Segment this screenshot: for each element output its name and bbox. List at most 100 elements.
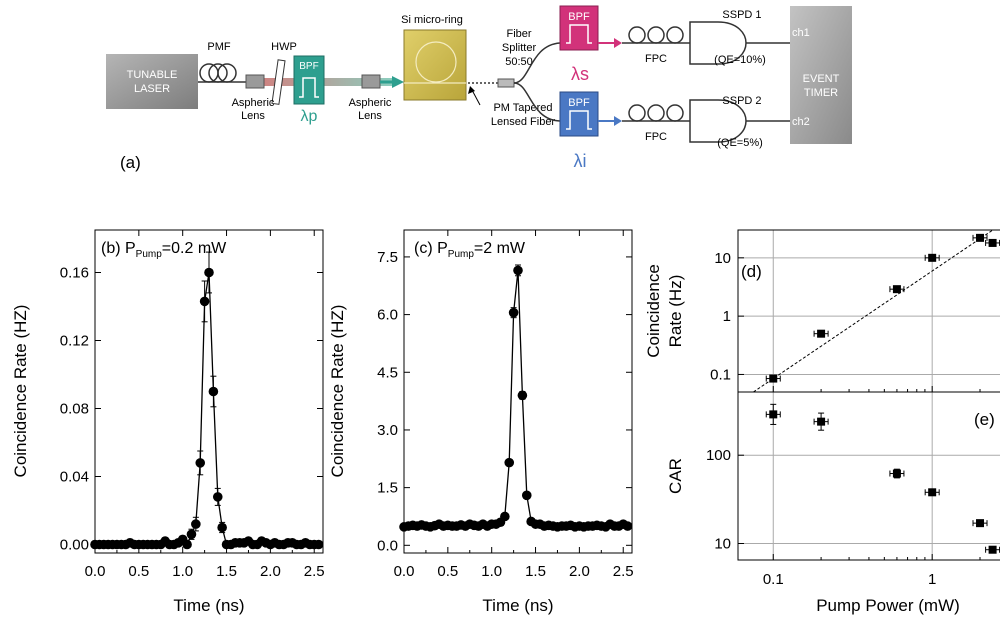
e-data-point [988, 545, 997, 554]
pm-tapered-fiber-label: PM Tapered [493, 102, 552, 114]
collimator-2-icon [361, 74, 381, 89]
micro-ring-icon [415, 41, 457, 83]
c-ytick-label: 3.0 [377, 422, 398, 439]
chart-e-series [765, 403, 1000, 554]
b-data-point [217, 522, 227, 533]
b-data-point [204, 267, 214, 278]
collimator-icon [245, 74, 265, 89]
chart-c-frame [403, 229, 633, 554]
chart-b-series [90, 251, 324, 550]
lambda-s-label: λs [571, 64, 589, 84]
e-ytick-label: 100 [706, 447, 731, 464]
c-data-point [508, 307, 519, 318]
fiber-splitter-icon [497, 78, 515, 88]
e-xtick-label: 0.1 [763, 571, 784, 588]
d-data-point [988, 238, 997, 247]
b-ytick-label: 0.04 [60, 469, 89, 486]
c-xtick-label: 0.5 [437, 563, 458, 580]
chart-d-series [753, 230, 1000, 392]
chart-e: 0.1 1 10 100 (e) CAR Pump Power (mW) [666, 391, 1000, 615]
chart-d: 0.1 1 10 (d) Coincidence Rate (Hz) [644, 229, 1000, 393]
chart-e-ticks: 0.1 1 10 100 [706, 447, 981, 588]
chart-d-grid [738, 230, 1000, 392]
chart-b-xlabel: Time (ns) [173, 596, 244, 615]
lambda-i-label: λi [574, 151, 587, 171]
chart-d-ylabel-line2: Rate (Hz) [666, 275, 685, 348]
tunable-laser-box [106, 54, 198, 109]
ch2-label: ch2 [792, 116, 810, 128]
sspd-1-label: SSPD 1 [722, 9, 761, 21]
panel-a-label: (a) [120, 153, 141, 172]
qe-2-label: (QE=5%) [717, 137, 763, 149]
e-data-point [928, 488, 937, 497]
hwp-label: HWP [271, 41, 297, 53]
chart-d-ticks: 0.1 1 10 [710, 250, 981, 392]
chart-c-xlabel: Time (ns) [482, 596, 553, 615]
c-data-point [517, 390, 528, 401]
sspd-2-label: SSPD 2 [722, 95, 761, 107]
pmf-label: PMF [207, 41, 231, 53]
signal-bpf-label: BPF [568, 11, 590, 23]
pmf-coil-icon [199, 63, 237, 83]
chart-b: 0.0 0.5 1.0 1.5 2.0 2.5 0.00 0.04 0.08 0.12 0.16 (… [11, 229, 325, 615]
ch1-label: ch1 [792, 27, 810, 39]
d-data-point [769, 374, 778, 383]
aspheric-lens-label-1: Aspheric [232, 97, 275, 109]
c-ytick-label: 4.5 [377, 364, 398, 381]
e-data-point [892, 469, 901, 478]
chart-c-annotation: (c) PPump=2 mW [414, 240, 526, 260]
c-ytick-label: 6.0 [377, 307, 398, 324]
e-xtick-label: 1 [928, 571, 936, 588]
svg-text:Lensed Fiber: Lensed Fiber [491, 116, 556, 128]
c-ytick-label: 1.5 [377, 480, 398, 497]
chart-c-ylabel: Coincidence Rate (HZ) [328, 305, 347, 478]
chart-c-series [399, 264, 633, 532]
chart-b-ylabel: Coincidence Rate (HZ) [11, 305, 30, 478]
fiber-splitter-label: Fiber [506, 28, 531, 40]
c-data-point [521, 490, 532, 501]
svg-text:50:50: 50:50 [505, 56, 533, 68]
d-ytick-label: 10 [714, 250, 731, 267]
d-ytick-label: 0.1 [710, 366, 731, 383]
b-ytick-label: 0.08 [60, 401, 89, 418]
tunable-laser-label: TUNABLE [127, 69, 178, 81]
d-data-point [817, 329, 826, 338]
event-timer-box [790, 6, 852, 144]
c-xtick-label: 0.0 [394, 563, 415, 580]
c-xtick-label: 1.5 [525, 563, 546, 580]
c-data-point [500, 511, 510, 522]
b-data-point [191, 519, 201, 529]
d-ytick-label: 1 [723, 308, 731, 325]
b-data-point [182, 539, 192, 550]
svg-text:Lens: Lens [241, 110, 265, 122]
qe-1-label: (QE=10%) [714, 54, 766, 66]
chart-e-frame [737, 391, 1000, 561]
c-data-point [504, 457, 515, 468]
fpc-1-label: FPC [645, 53, 667, 65]
chart-d-annotation: (d) [741, 262, 762, 281]
svg-text:Splitter: Splitter [502, 42, 537, 54]
b-data-point [199, 296, 210, 307]
d-data-point [928, 253, 937, 262]
b-ytick-label: 0.12 [60, 333, 89, 350]
chart-e-xlabel: Pump Power (mW) [816, 596, 960, 615]
si-micro-ring-label: Si micro-ring [401, 14, 463, 26]
e-data-point [817, 417, 826, 426]
c-xtick-label: 2.0 [569, 563, 590, 580]
chart-b-annotation: (b) PPump=0.2 mW [101, 240, 227, 260]
pump-bpf-label: BPF [299, 61, 318, 72]
b-xtick-label: 0.5 [128, 563, 149, 580]
pump-bpf-icon [293, 55, 325, 105]
b-data-point [313, 539, 324, 550]
chart-c: 0.0 0.5 1.0 1.5 2.0 2.5 0.0 1.5 3.0 4.5 6.0 7.5 (c)… [328, 229, 634, 615]
c-data-point [622, 521, 633, 531]
e-data-point [769, 410, 778, 419]
chart-d-frame [737, 229, 1000, 393]
b-series-line [95, 272, 319, 546]
chart-e-ylabel: CAR [666, 458, 685, 494]
b-xtick-label: 0.0 [85, 563, 106, 580]
svg-text:TIMER: TIMER [804, 87, 838, 99]
b-data-point [208, 386, 219, 397]
idler-bpf-label: BPF [568, 97, 590, 109]
chart-b-frame [94, 229, 324, 554]
